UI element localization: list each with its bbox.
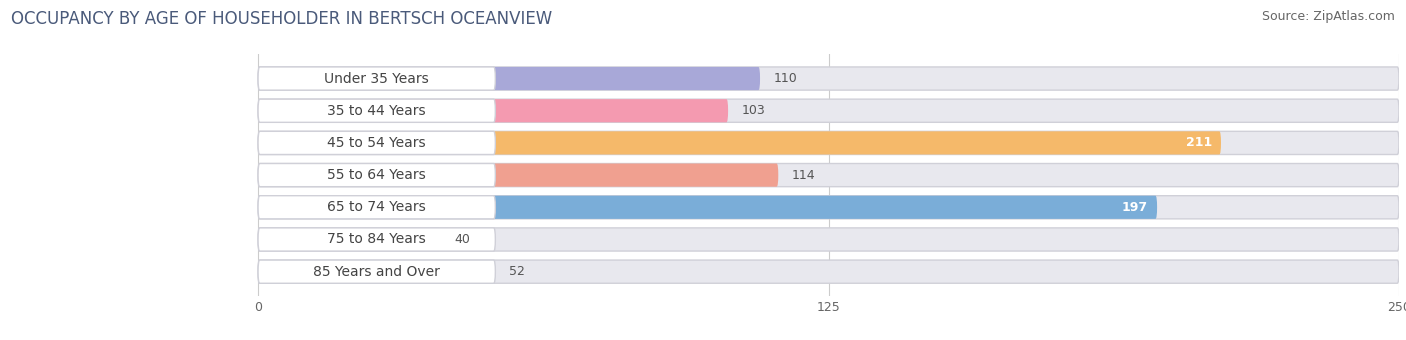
Text: 197: 197 [1122,201,1147,214]
FancyBboxPatch shape [259,67,761,90]
Text: 55 to 64 Years: 55 to 64 Years [328,168,426,182]
FancyBboxPatch shape [259,228,495,251]
Text: 114: 114 [792,169,815,182]
FancyBboxPatch shape [259,131,1220,154]
FancyBboxPatch shape [259,131,495,154]
Text: 211: 211 [1185,136,1212,149]
Text: 52: 52 [509,265,524,278]
FancyBboxPatch shape [259,164,1399,187]
FancyBboxPatch shape [259,99,495,122]
FancyBboxPatch shape [259,260,1399,283]
FancyBboxPatch shape [259,196,1399,219]
Text: 40: 40 [454,233,470,246]
Text: 85 Years and Over: 85 Years and Over [314,265,440,279]
FancyBboxPatch shape [259,228,1399,251]
Text: Source: ZipAtlas.com: Source: ZipAtlas.com [1261,10,1395,23]
FancyBboxPatch shape [259,196,1157,219]
Text: 65 to 74 Years: 65 to 74 Years [328,200,426,214]
FancyBboxPatch shape [259,99,728,122]
FancyBboxPatch shape [259,260,495,283]
Text: 45 to 54 Years: 45 to 54 Years [328,136,426,150]
Text: 75 to 84 Years: 75 to 84 Years [328,233,426,246]
FancyBboxPatch shape [259,260,495,283]
FancyBboxPatch shape [259,196,495,219]
FancyBboxPatch shape [259,164,495,187]
FancyBboxPatch shape [259,228,440,251]
FancyBboxPatch shape [259,131,1399,154]
FancyBboxPatch shape [259,99,1399,122]
Text: 35 to 44 Years: 35 to 44 Years [328,104,426,118]
Text: Under 35 Years: Under 35 Years [325,71,429,86]
FancyBboxPatch shape [259,67,1399,90]
FancyBboxPatch shape [259,67,495,90]
FancyBboxPatch shape [259,164,779,187]
Text: OCCUPANCY BY AGE OF HOUSEHOLDER IN BERTSCH OCEANVIEW: OCCUPANCY BY AGE OF HOUSEHOLDER IN BERTS… [11,10,553,28]
Text: 110: 110 [773,72,797,85]
Text: 103: 103 [742,104,765,117]
